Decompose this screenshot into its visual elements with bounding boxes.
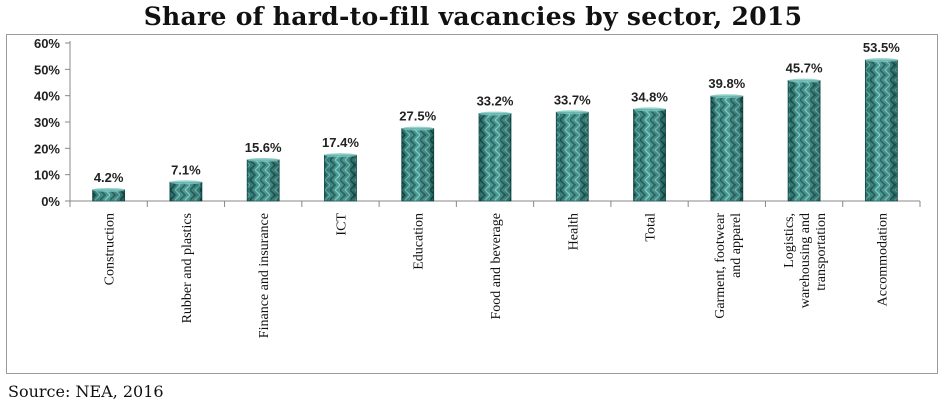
bar-top [247,157,280,162]
category-label-line: Finance and insurance [257,213,272,338]
chart-title: Share of hard-to-fill vacancies by secto… [143,2,803,31]
bar-top [556,110,589,115]
category-label-line: Education [412,213,427,270]
bar-shading [247,159,280,201]
bar-shading [479,113,511,201]
category-label-line: Health [566,213,581,250]
category-label: ICT [334,213,349,236]
data-label: 53.5% [863,40,900,55]
category-label: Total [644,213,659,242]
category-label: Food and beverage [489,213,504,320]
category-label: Education [412,213,427,270]
category-label: Garment, footwear and apparel [713,213,744,319]
data-label: 17.4% [322,135,359,150]
bar-shading [169,182,202,201]
category-label-line: Total [644,213,659,242]
category-label: Construction [103,213,118,285]
bar-top [633,107,666,112]
bar-shading [865,60,898,201]
bar-chart: 0% 10% 20% 30% 40% 50% 60% 4.2% Construction 7.1%… [34,36,921,338]
category-label: Health [566,213,581,250]
category-label: Logistics, warehousing and transportation [782,213,829,308]
category-label-line: warehousing and [798,213,813,308]
y-tick-label: 0% [41,194,60,209]
data-label: 45.7% [786,61,823,76]
source-note: Source: NEA, 2016 [8,382,164,401]
data-label: 33.2% [477,94,514,109]
y-tick-label: 20% [34,141,60,156]
bar-shading [788,80,821,201]
data-label: 7.1% [171,162,201,177]
bar-top [788,78,821,83]
category-label: Accommodation [875,213,890,306]
category-label-line: Construction [103,213,118,285]
bar-shading [556,112,589,201]
bar-top [169,180,202,185]
bar-top [92,187,125,192]
data-label: 27.5% [399,109,436,124]
bar-top [865,58,898,63]
category-label-line: Accommodation [875,213,890,306]
category-label: Finance and insurance [257,213,272,338]
category-label-line: Garment, footwear [713,213,728,319]
category-label-line: transportation [814,213,829,291]
bar-shading [401,128,434,201]
bar-shading [710,96,743,201]
bar-top [710,94,743,99]
data-label: 33.7% [554,92,591,107]
bar-top [324,153,357,158]
bar-top [479,111,511,116]
category-label-line: and apparel [729,213,744,278]
y-tick-label: 10% [34,168,60,183]
category-label-line: Rubber and plastics [180,213,195,323]
data-label: 4.2% [94,170,124,185]
y-tick-label: 60% [34,36,60,51]
y-tick-label: 30% [34,115,60,130]
category-label: Rubber and plastics [180,213,195,323]
category-label-line: Logistics, [782,213,797,268]
chart-frame [6,34,938,374]
bar-top [401,126,434,131]
category-label-line: Food and beverage [489,213,504,320]
bar-shading [92,189,125,201]
bar-shading [633,109,666,201]
data-label: 34.8% [631,89,668,104]
category-label-line: ICT [334,213,349,236]
data-label: 15.6% [245,140,282,155]
data-label: 39.8% [708,76,745,91]
bar-shading [324,155,357,201]
y-tick-label: 50% [34,62,60,77]
y-tick-label: 40% [34,89,60,104]
